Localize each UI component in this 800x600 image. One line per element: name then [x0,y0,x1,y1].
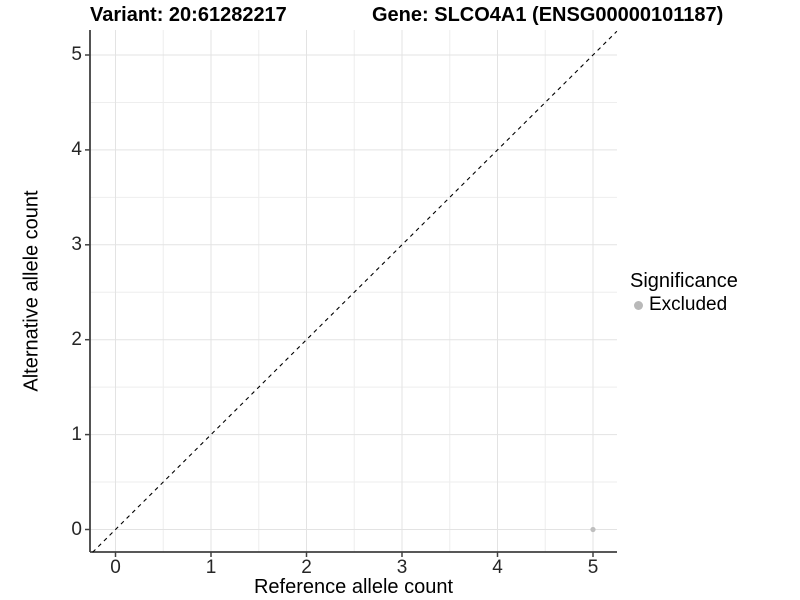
x-tick-label: 3 [396,557,408,578]
y-tick-label: 3 [71,233,82,255]
legend: Significance Excluded [630,270,738,316]
x-tick-label: 1 [205,557,217,578]
legend-item-label: Excluded [649,294,728,315]
x-axis-title: Reference allele count [253,576,453,598]
legend-item-excluded: Excluded [630,294,738,316]
y-axis-title-text: Alternative allele count [20,190,43,392]
y-tick-label: 0 [71,518,82,540]
y-tick-label: 4 [71,138,82,160]
variant-title: Variant: 20:61282217 [90,4,287,26]
identity-dashed-line [92,30,618,553]
y-tick-label: 5 [71,44,82,65]
data-point [590,526,596,533]
x-tick-label: 4 [492,557,503,578]
x-tick-label: 5 [587,557,599,578]
x-tick-label: 0 [110,557,121,578]
legend-title: Significance [630,270,738,292]
y-tick-label: 1 [71,423,82,445]
gene-title: Gene: SLCO4A1 (ENSG00000101187) [372,4,724,26]
y-tick-label: 2 [71,328,82,350]
x-tick-label: 2 [301,557,312,578]
legend-point-icon [634,300,643,310]
